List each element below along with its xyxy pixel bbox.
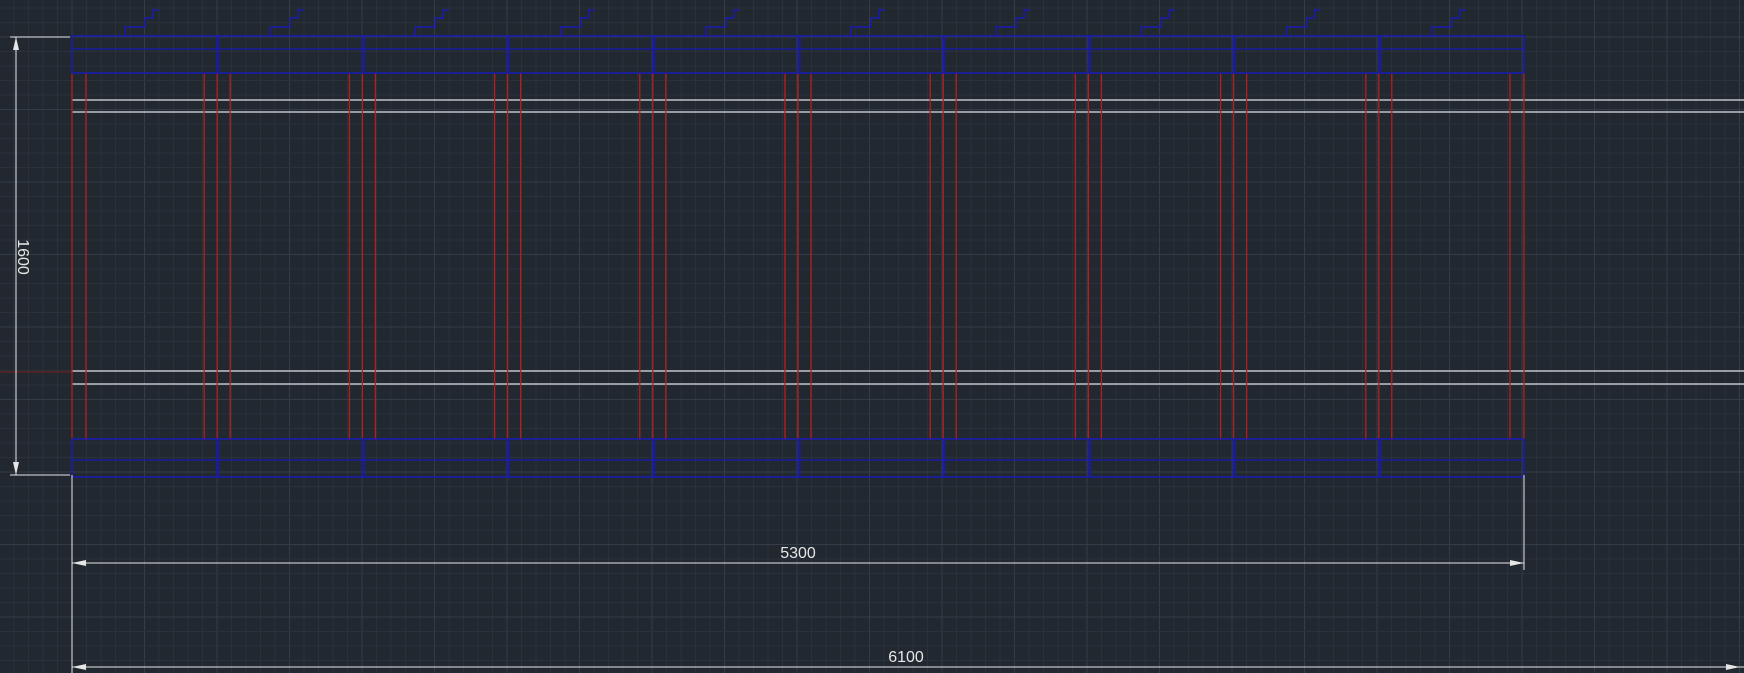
dimension-6100-text: 6100 [888, 649, 924, 666]
bottom-panel-band [71, 438, 1525, 478]
dimension-1600-arrow-bottom [13, 462, 19, 475]
dimension-6100-arrow-right [1726, 664, 1740, 670]
stair-marker [269, 9, 305, 36]
stair-marker [705, 9, 740, 36]
stair-marker [1285, 9, 1321, 36]
stair-markers [124, 9, 1466, 36]
stair-marker [1140, 9, 1176, 36]
dimension-1600-text: 1600 [14, 239, 31, 275]
stair-marker [1431, 9, 1466, 36]
horizontal-rails [72, 99, 1744, 385]
dimension-1600-arrow-top [13, 37, 19, 50]
dimension-5300[interactable]: 5300 [71, 475, 1525, 673]
dimension-6100-arrow-left [72, 664, 86, 670]
dimension-5300-text: 5300 [780, 545, 816, 562]
stair-marker [124, 9, 159, 36]
stair-marker [995, 9, 1031, 36]
stair-marker [414, 9, 450, 36]
dimension-5300-arrow-left [72, 560, 86, 566]
vertical-studs [71, 73, 1525, 440]
dimension-5300-arrow-right [1510, 560, 1524, 566]
stair-marker [559, 9, 595, 36]
stair-marker [850, 9, 885, 36]
dimension-6100[interactable]: 6100 [72, 649, 1744, 670]
top-panel-band [71, 35, 1525, 74]
dimension-1600[interactable]: 1600 [10, 36, 70, 476]
